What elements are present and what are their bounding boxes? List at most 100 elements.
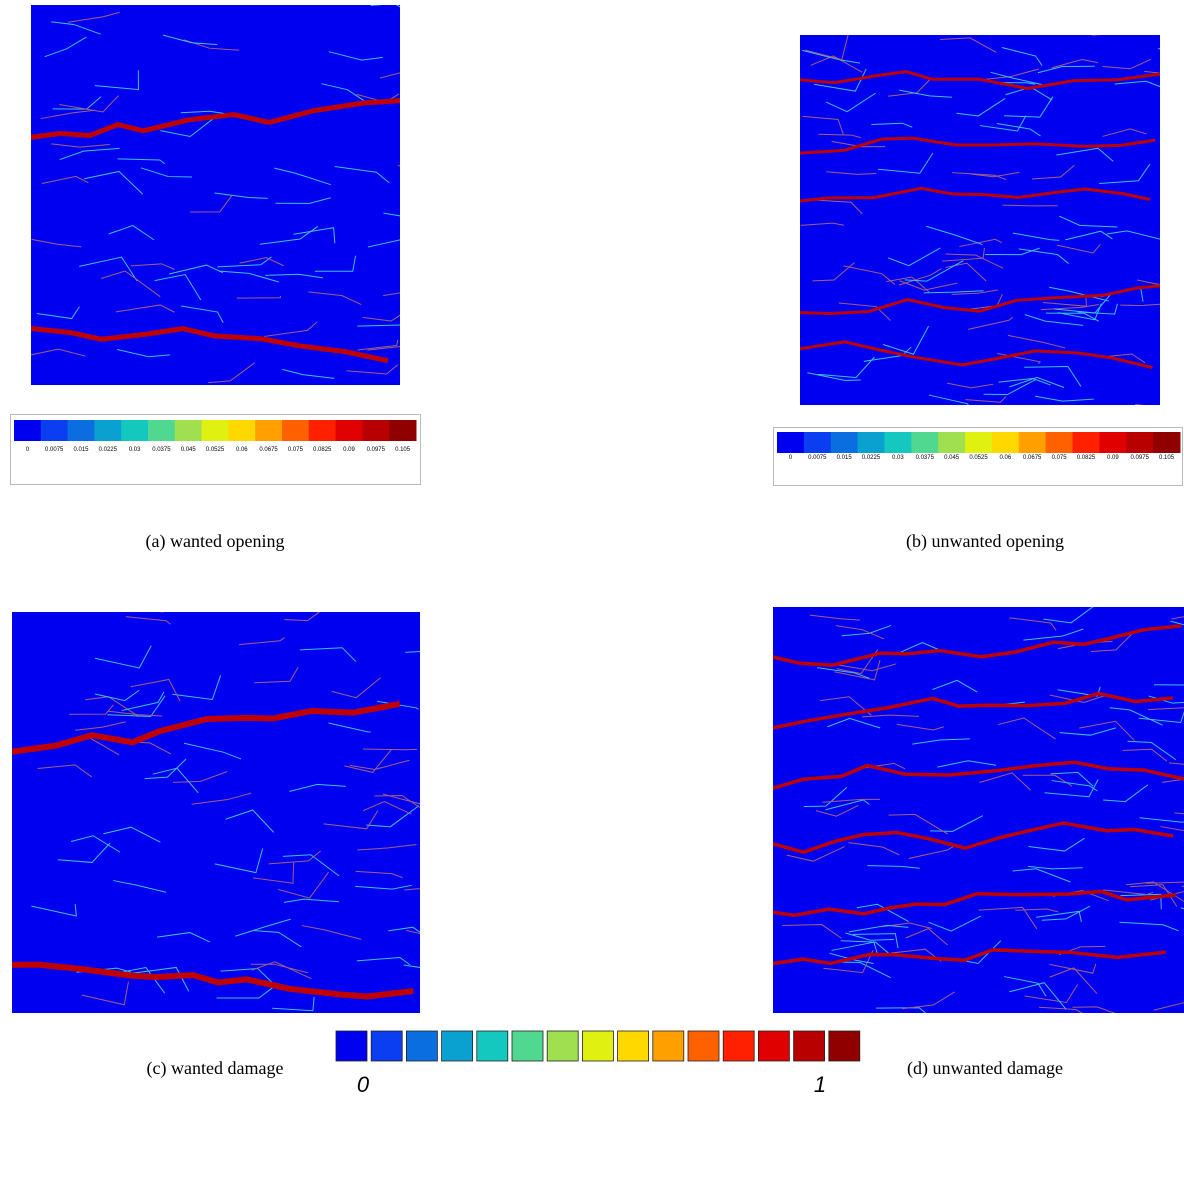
grain-boundary xyxy=(871,122,913,128)
legend-swatch xyxy=(687,1030,720,1062)
grain-boundary xyxy=(867,865,920,869)
crack xyxy=(800,136,1156,155)
grain-boundary xyxy=(403,964,420,968)
grain-boundary xyxy=(103,826,161,843)
legend-max-label: 1 xyxy=(814,1072,826,1097)
grain-boundary xyxy=(116,348,170,358)
grain-boundary xyxy=(1103,784,1149,803)
grain-boundary xyxy=(985,247,1040,256)
grain-boundary xyxy=(254,667,299,684)
colorbar-label: 0.0825 xyxy=(1077,455,1096,461)
grain-boundary xyxy=(235,918,291,937)
grain-boundary xyxy=(284,612,321,622)
grain-boundary xyxy=(162,34,218,46)
grain-boundary xyxy=(183,742,242,760)
grain-boundary xyxy=(812,262,855,282)
grain-boundary xyxy=(930,815,984,832)
grain-boundary xyxy=(1139,817,1184,823)
grain-boundary xyxy=(945,262,987,282)
grain-boundary xyxy=(132,966,190,992)
grain-boundary xyxy=(293,227,336,244)
colorbar-swatch xyxy=(965,432,993,453)
grain-boundary xyxy=(940,37,997,53)
grain-boundary xyxy=(253,930,302,948)
grain-boundary xyxy=(334,165,390,184)
colorbar-swatch xyxy=(282,420,310,441)
grain-boundary xyxy=(827,717,881,729)
grain-boundary xyxy=(1024,314,1084,326)
crack xyxy=(773,889,1177,918)
grain-boundary xyxy=(1059,727,1116,736)
grain-boundary xyxy=(1004,976,1047,997)
grain-boundary xyxy=(848,842,900,856)
grain-boundary xyxy=(1102,128,1147,137)
crack xyxy=(800,70,1160,91)
grain-boundary xyxy=(1007,334,1066,349)
crack xyxy=(773,691,1173,730)
grain-boundary xyxy=(836,663,897,672)
grain-boundary xyxy=(951,172,1007,181)
grain-boundary xyxy=(813,68,867,92)
colorbar-label: 0.0375 xyxy=(152,447,171,453)
grain-boundary xyxy=(117,158,165,165)
grain-boundary xyxy=(1134,403,1145,405)
grain-boundary xyxy=(945,253,1004,269)
grain-boundary xyxy=(835,625,885,640)
legend-swatch xyxy=(722,1030,755,1062)
grain-boundary xyxy=(70,835,121,853)
legend-swatch xyxy=(370,1030,403,1062)
legend-min-label: 0 xyxy=(357,1072,370,1097)
grain-boundary xyxy=(802,49,861,64)
grain-boundary xyxy=(191,792,252,805)
colorbar-label: 0.0675 xyxy=(1023,455,1042,461)
grain-boundary xyxy=(1023,628,1084,641)
grain-boundary xyxy=(397,165,400,167)
colorbar-label: 0.045 xyxy=(944,455,960,461)
grain-boundary xyxy=(362,800,412,815)
caption: (c) wanted damage xyxy=(147,1058,284,1079)
colorbar-swatch xyxy=(40,420,69,441)
grain-boundary xyxy=(807,372,861,382)
grain-boundary xyxy=(1041,905,1091,921)
crack xyxy=(773,821,1174,854)
colorbar-label: 0.0075 xyxy=(45,447,64,453)
grain-boundary xyxy=(861,714,920,718)
crack-pattern xyxy=(31,5,400,384)
crack xyxy=(31,325,389,364)
grain-boundary xyxy=(274,167,331,186)
grain-boundary xyxy=(357,324,400,327)
colorbar-swatch xyxy=(121,420,149,441)
grain-boundary xyxy=(928,915,982,932)
grain-boundary xyxy=(328,722,371,733)
grain-boundary xyxy=(1127,740,1177,761)
grain-boundary xyxy=(278,871,329,899)
grain-boundary xyxy=(887,247,941,267)
grain-boundary xyxy=(219,270,279,283)
grain-boundary xyxy=(1037,65,1095,74)
grain-boundary xyxy=(876,1007,927,1013)
colorbar-swatch xyxy=(884,432,912,453)
colorbar-label: 0.0375 xyxy=(916,455,935,461)
grain-boundary xyxy=(1001,46,1043,66)
grain-boundary xyxy=(121,691,165,712)
grain-boundary xyxy=(1160,826,1184,832)
grain-boundary xyxy=(130,263,175,270)
grain-boundary xyxy=(979,115,1027,132)
grain-boundary xyxy=(985,68,1039,80)
grain-boundary xyxy=(379,72,400,79)
grain-boundary xyxy=(1102,58,1152,70)
grain-boundary xyxy=(236,295,281,299)
image-d xyxy=(773,607,1184,1013)
grain-boundary xyxy=(314,255,357,272)
grain-boundary xyxy=(107,695,166,718)
grain-boundary xyxy=(239,257,284,267)
grain-boundary xyxy=(67,11,120,23)
grain-boundary xyxy=(323,810,379,830)
colorbar-label: 0.03 xyxy=(892,455,904,461)
grain-boundary xyxy=(251,961,312,980)
grain-boundary xyxy=(1056,147,1114,162)
colorbar-swatch xyxy=(362,420,390,441)
colorbar-label: 0 xyxy=(789,455,793,461)
grain-boundary xyxy=(1056,243,1101,254)
grain-boundary xyxy=(1002,204,1058,207)
